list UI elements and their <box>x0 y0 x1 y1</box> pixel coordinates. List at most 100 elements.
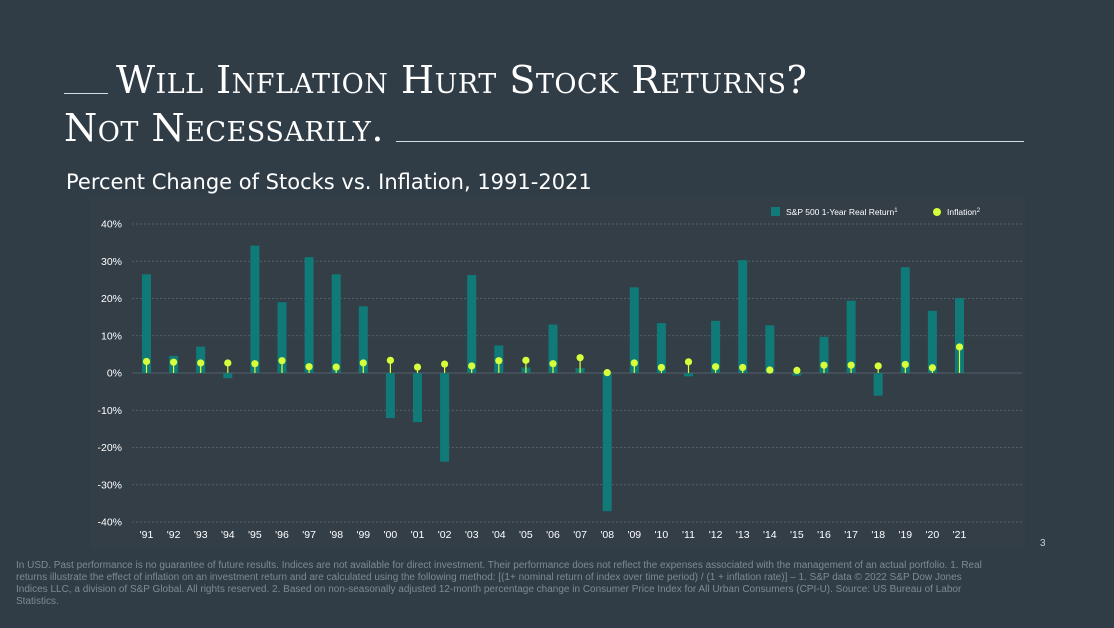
inflation-point <box>305 363 313 371</box>
title-text-2: Not Necessarily. <box>64 106 384 150</box>
title-text-1: Will Inflation Hurt Stock Returns? <box>116 58 808 102</box>
x-tick-label: '15 <box>790 529 804 541</box>
bar-real-return <box>358 306 368 373</box>
legend-sup-2: 2 <box>977 208 981 214</box>
x-tick-label: '03 <box>465 529 479 541</box>
x-tick-label: '16 <box>817 529 831 541</box>
x-tick-label: '00 <box>384 529 398 541</box>
y-tick-label: -30% <box>97 479 122 491</box>
x-tick-label: '07 <box>573 529 587 541</box>
bar-real-return <box>602 373 612 512</box>
x-tick-label: '10 <box>655 529 669 541</box>
title-rule-left <box>64 93 108 94</box>
inflation-point <box>468 362 476 370</box>
y-tick-label: 0% <box>107 368 122 380</box>
x-tick-label: '08 <box>600 529 614 541</box>
legend-label-real-return: S&P 500 1-Year Real Return1 <box>786 207 898 217</box>
bar-real-return <box>819 336 829 373</box>
bar-real-return <box>927 310 937 373</box>
inflation-point <box>278 357 286 365</box>
x-tick-label: '05 <box>519 529 533 541</box>
x-tick-label: '14 <box>763 529 777 541</box>
bar-real-return <box>846 300 856 373</box>
bar-real-return <box>142 274 151 373</box>
bar-real-return <box>684 373 693 377</box>
title-line-2: Not Necessarily. <box>64 104 1024 152</box>
title-rule-right <box>395 141 1024 142</box>
bar-real-return <box>250 245 260 373</box>
inflation-point <box>170 358 178 366</box>
y-tick-label: 20% <box>101 293 122 305</box>
inflation-point <box>901 360 909 369</box>
bar-real-return <box>900 267 910 373</box>
bar-real-return <box>440 373 450 462</box>
footnote: In USD. Past performance is no guarantee… <box>16 560 982 607</box>
legend-swatch-real-return <box>771 207 780 216</box>
inflation-point <box>495 357 503 365</box>
x-tick-label: '98 <box>329 529 343 541</box>
x-tick-label: '21 <box>953 529 967 541</box>
legend-sup-1: 1 <box>894 208 898 214</box>
y-tick-label: 40% <box>101 219 122 231</box>
inflation-point <box>386 356 394 364</box>
inflation-point <box>739 363 747 372</box>
x-tick-label: '06 <box>546 529 560 541</box>
inflation-point <box>847 361 855 369</box>
inflation-point <box>928 364 937 372</box>
bar-real-return <box>955 298 964 373</box>
inflation-point <box>793 366 801 374</box>
bar-real-return <box>629 287 639 373</box>
y-tick-label: -20% <box>97 442 122 454</box>
legend-marker-inflation <box>933 208 941 216</box>
x-tick-label: '91 <box>140 529 154 541</box>
bar-real-return <box>765 325 775 373</box>
x-tick-label: '12 <box>709 529 723 541</box>
bar-real-return <box>277 302 287 373</box>
inflation-point <box>522 356 530 364</box>
bar-real-return <box>792 373 802 376</box>
inflation-point <box>766 366 774 374</box>
x-tick-label: '19 <box>898 529 912 541</box>
x-tick-label: '02 <box>438 529 452 541</box>
inflation-point <box>332 363 340 371</box>
x-tick-label: '18 <box>871 529 885 541</box>
legend-label-inflation: Inflation2 <box>947 207 981 217</box>
inflation-point <box>251 360 259 368</box>
x-tick-label: '95 <box>248 529 262 541</box>
inflation-point <box>874 362 882 370</box>
x-tick-label: '11 <box>682 529 695 541</box>
y-tick-label: -10% <box>97 405 122 417</box>
slide-title: Will Inflation Hurt Stock Returns? Not N… <box>64 56 1024 152</box>
x-tick-label: '17 <box>844 529 858 541</box>
inflation-point <box>630 359 638 367</box>
bar-real-return <box>331 274 341 373</box>
x-tick-label: '01 <box>411 529 425 541</box>
bar-real-return <box>873 373 883 396</box>
chart-svg: 40% 30% 20% 10% 0% -10% -20% -30% -40% '91 '92 '93 '… <box>97 207 1022 541</box>
bar-real-return <box>548 324 558 373</box>
y-tick-label: 30% <box>101 256 122 268</box>
inflation-point <box>441 360 449 368</box>
inflation-point <box>197 359 205 367</box>
inflation-point <box>549 360 557 368</box>
inflation-point <box>712 363 720 371</box>
inflation-point <box>684 358 693 366</box>
x-tick-label: '96 <box>275 529 289 541</box>
x-tick-label: '92 <box>167 529 181 541</box>
x-tick-label: '97 <box>302 529 316 541</box>
bar-real-return <box>711 320 721 373</box>
x-tick-label: '20 <box>926 529 940 541</box>
bar-real-return <box>223 373 233 379</box>
inflation-point <box>955 343 964 351</box>
inflation-point <box>603 369 611 377</box>
x-tick-label: '13 <box>736 529 750 541</box>
inflation-point <box>142 357 151 366</box>
bar-real-return <box>385 373 395 419</box>
y-tick-label: -40% <box>97 517 122 529</box>
inflation-point <box>576 354 584 362</box>
inflation-point <box>657 363 666 372</box>
bar-real-return <box>656 323 666 373</box>
x-tick-label: '09 <box>627 529 641 541</box>
y-tick-label: 10% <box>101 330 122 342</box>
bar-real-return <box>413 373 422 423</box>
